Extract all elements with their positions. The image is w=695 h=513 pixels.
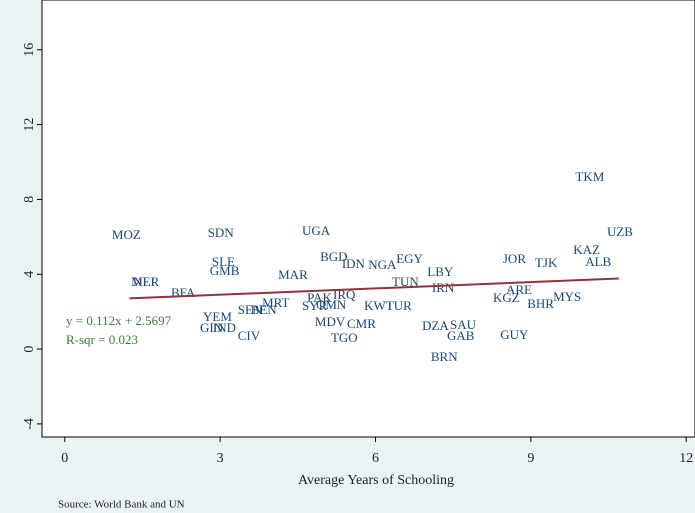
country-label: BHR (527, 296, 554, 311)
country-label: TUR (386, 298, 412, 313)
country-label: KAZ (573, 242, 600, 257)
y-tick-label: 12 (22, 118, 37, 132)
country-label: MOZ (112, 227, 141, 242)
country-label: JOR (503, 251, 526, 266)
country-label: CIV (238, 328, 261, 343)
country-label: SLE (212, 254, 235, 269)
country-label: CMR (347, 316, 376, 331)
country-label: BGD (320, 249, 347, 264)
country-label: TKM (575, 169, 604, 184)
source-note: Source: World Bank and UN (58, 499, 185, 511)
country-label: KGZ (493, 290, 520, 305)
country-label: MAR (278, 267, 308, 282)
x-tick-label: 0 (61, 451, 68, 466)
country-label: SDN (208, 225, 235, 240)
country-label: ALB (585, 254, 611, 269)
country-label: TGO (331, 330, 358, 345)
fit-line (129, 277, 619, 300)
fit-annotation: y = 0.112x + 2.5697 (66, 313, 172, 328)
country-label: GMB (210, 263, 240, 278)
y-tick-label: 0 (22, 346, 37, 353)
country-label: LBY (427, 264, 454, 279)
country-label: ARE (506, 282, 532, 297)
country-label: NER (133, 274, 159, 289)
x-tick-label: 6 (372, 451, 379, 466)
country-label: YEM (203, 309, 232, 324)
y-tick-label: 4 (22, 271, 37, 278)
country-label: KWT (364, 298, 394, 313)
country-label: IDN (342, 256, 366, 271)
country-label: SEN (238, 302, 263, 317)
country-label: EGY (396, 251, 423, 266)
country-label: SAU (450, 317, 477, 332)
country-label: GIN (200, 320, 224, 335)
country-label: TUN (392, 274, 419, 289)
country-label: DZA (422, 318, 449, 333)
x-tick-label: 9 (527, 451, 534, 466)
country-label: BRN (431, 349, 458, 364)
country-label: GAB (447, 328, 475, 343)
x-axis-label: Average Years of Schooling (298, 473, 454, 488)
country-label: IRN (432, 280, 455, 295)
y-tick-label: 8 (22, 196, 37, 203)
plot-area (41, 0, 695, 438)
x-tick-label: 3 (217, 451, 224, 466)
x-tick-label: 12 (679, 451, 693, 466)
country-label: MLI (131, 274, 155, 289)
country-label: BEN (251, 302, 278, 317)
country-label: MDV (315, 314, 346, 329)
country-label: TJK (535, 255, 558, 270)
country-label: UGA (302, 223, 331, 238)
country-label: PAK (307, 290, 332, 305)
y-tick-label: -4 (22, 418, 37, 430)
country-label: MYS (553, 289, 581, 304)
country-label: NGA (368, 257, 397, 272)
country-label: OMN (316, 297, 347, 312)
country-label: SYR (302, 298, 328, 313)
y-tick-label: 16 (22, 43, 37, 57)
country-label: UZB (607, 224, 633, 239)
country-label: BFA (171, 285, 196, 300)
country-label: GUY (500, 327, 529, 342)
country-label: IND (213, 320, 236, 335)
fit-annotation: R-sqr = 0.023 (66, 332, 138, 347)
country-label: MRT (262, 295, 289, 310)
